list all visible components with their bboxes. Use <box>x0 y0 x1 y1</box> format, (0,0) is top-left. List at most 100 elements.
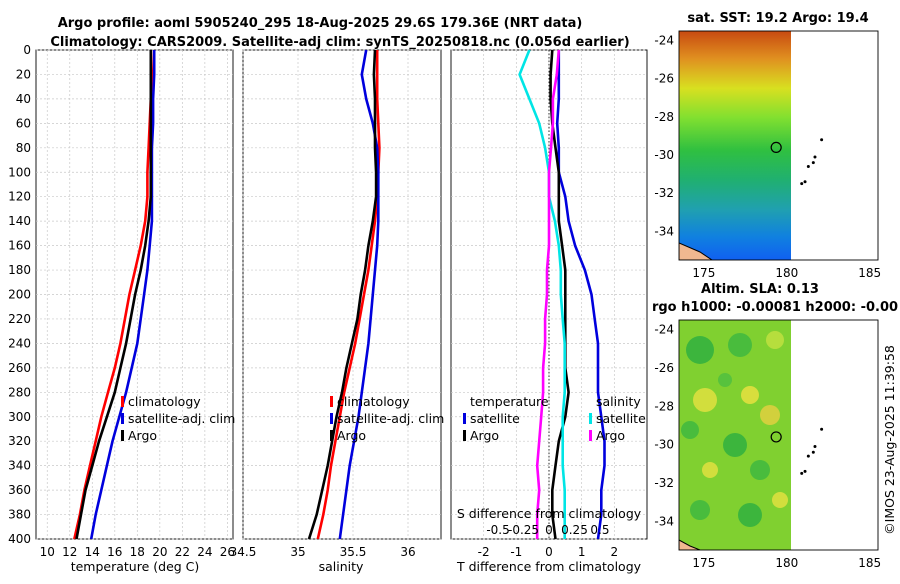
lon-tick-label: 175 <box>692 266 715 280</box>
island-dot <box>806 454 810 458</box>
s-difference-label: S difference from climatology <box>457 506 642 521</box>
legend-swatch-climatology <box>121 396 124 407</box>
legend-label-satellite: satellite-adj. clim <box>337 411 444 426</box>
island-dot <box>813 155 817 159</box>
s-diff-tick-label: 0.25 <box>561 523 588 537</box>
x-tick-label: 35.5 <box>340 545 367 559</box>
sla-islands <box>800 427 824 475</box>
lon-tick-label: 180 <box>775 556 798 570</box>
lat-tick-label: -28 <box>654 110 674 124</box>
legend-label-satellite: satellite-adj. clim <box>128 411 235 426</box>
sla-map-panel: Altim. SLA: 0.13 rgo h1000: -0.00081 h20… <box>652 282 898 570</box>
legend-header-temperature: temperature <box>470 394 549 409</box>
sla-blob <box>693 388 717 412</box>
legend-label-t-argo: Argo <box>470 428 499 443</box>
legend-swatch-argo <box>121 430 124 441</box>
lon-tick-label: 180 <box>775 266 798 280</box>
sst-land-coast <box>679 242 713 260</box>
salinity-xlabel: salinity <box>319 559 364 574</box>
sla-blob <box>702 462 718 478</box>
sla-blob <box>738 503 762 527</box>
legend-label-t-satellite: satellite <box>470 411 520 426</box>
sla-map-title: Altim. SLA: 0.13 <box>701 282 819 297</box>
x-tick-label: 24 <box>197 545 212 559</box>
salinity-grid <box>242 49 441 540</box>
depth-tick-label: 140 <box>8 214 31 228</box>
depth-tick-label: 360 <box>8 483 31 497</box>
s-diff-tick-label: 0 <box>545 523 553 537</box>
depth-tick-label: 400 <box>8 532 31 546</box>
island-dot <box>800 471 804 475</box>
island-dot <box>803 180 807 184</box>
legend-label-climatology: climatology <box>337 394 410 409</box>
depth-tick-label: 160 <box>8 239 31 253</box>
difference-x-ticks: -2 -1 0 1 2 <box>478 545 618 559</box>
lat-tick-label: -34 <box>654 224 674 238</box>
series-line-argo <box>307 49 378 540</box>
legend-swatch-s-argo <box>589 430 592 441</box>
series-line-climatology <box>316 50 381 540</box>
series-line-climatology <box>73 49 154 540</box>
depth-ticks: 0 20 40 60 80 100 120 140 160 180 200 220 240 260 280 3… <box>8 43 31 546</box>
figure-title-line2: Climatology: CARS2009. Satellite-adj cli… <box>50 35 629 50</box>
salinity-x-ticks: 34.5 35 35.5 36 <box>230 545 416 559</box>
series-line-satellite <box>89 50 156 540</box>
t-difference-label: T difference from climatology <box>456 559 642 574</box>
x-tick-label: 26 <box>220 545 235 559</box>
island-dot <box>811 161 815 165</box>
temperature-panel: 10 12 14 16 18 20 22 24 26 0 20 40 60 80 100 120 140 160… <box>8 43 235 574</box>
island-dot <box>820 427 824 431</box>
difference-legend: temperature satellite Argo salinity sate… <box>463 394 646 443</box>
legend-swatch-t-satellite <box>463 413 466 424</box>
difference-series <box>518 49 606 540</box>
depth-tick-label: 120 <box>8 190 31 204</box>
figure-title-line1: Argo profile: aoml 5905240_295 18-Aug-20… <box>58 16 583 31</box>
legend-label-s-satellite: satellite <box>596 411 646 426</box>
depth-tick-label: 20 <box>16 67 31 81</box>
series-line-argo <box>75 50 153 540</box>
lat-tick-label: -24 <box>654 323 674 337</box>
legend-label-climatology: climatology <box>128 394 201 409</box>
sst-map-frame <box>678 30 879 261</box>
x-tick-label: 35 <box>290 545 305 559</box>
depth-tick-label: 300 <box>8 410 31 424</box>
legend-swatch-satellite <box>121 413 124 424</box>
legend-header-salinity: salinity <box>596 394 641 409</box>
argo-position-marker <box>770 141 782 154</box>
lon-tick-label: 185 <box>858 556 881 570</box>
sla-blob <box>766 331 784 349</box>
sla-blob <box>723 433 747 457</box>
sst-map-panel: sat. SST: 19.2 Argo: 19.4 175 180 185 -24 -2… <box>654 11 881 280</box>
island-dot <box>811 450 815 454</box>
sla-blob <box>718 373 732 387</box>
sla-map-frame <box>678 319 879 551</box>
series-line-s-satellite <box>518 49 567 539</box>
temperature-series <box>73 49 156 540</box>
sla-blob <box>750 460 770 480</box>
sla-blob <box>681 421 699 439</box>
temperature-x-ticks: 10 12 14 16 18 20 22 24 26 <box>40 545 235 559</box>
legend-swatch-argo <box>330 430 333 441</box>
salinity-series <box>307 49 381 540</box>
legend-label-argo: Argo <box>128 428 157 443</box>
lat-tick-label: -30 <box>654 148 674 162</box>
sla-map-subtitle: rgo h1000: -0.00081 h2000: -0.00 <box>652 300 898 315</box>
x-tick-label: 22 <box>175 545 190 559</box>
x-tick-label: -1 <box>510 545 522 559</box>
island-dot <box>806 164 810 168</box>
x-tick-label: 10 <box>40 545 55 559</box>
lat-tick-label: -32 <box>654 476 674 490</box>
depth-tick-label: 180 <box>8 263 31 277</box>
difference-grid <box>451 49 647 540</box>
depth-tick-label: 200 <box>8 288 31 302</box>
island-dot <box>803 469 807 473</box>
temperature-xlabel: temperature (deg C) <box>71 559 200 574</box>
legend-label-argo: Argo <box>337 428 366 443</box>
x-tick-label: 1 <box>578 545 586 559</box>
sla-anomaly-blobs <box>681 331 788 527</box>
island-dot <box>813 445 817 448</box>
argo-position-marker <box>770 431 782 443</box>
x-tick-label: -2 <box>478 545 490 559</box>
x-tick-label: 14 <box>85 545 100 559</box>
